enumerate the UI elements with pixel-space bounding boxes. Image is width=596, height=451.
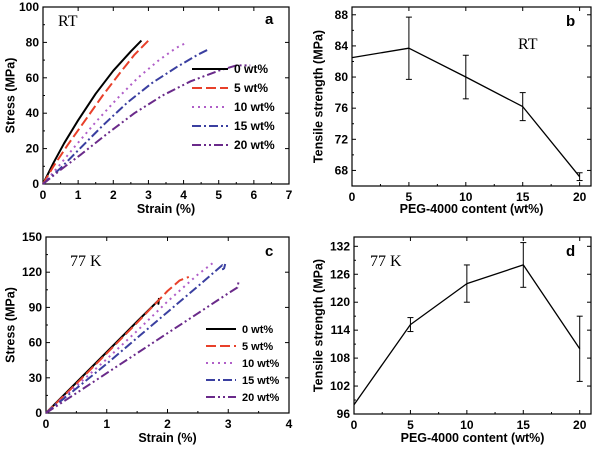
x-tick-label: 4 — [286, 417, 293, 431]
panel-letter: d — [566, 243, 575, 260]
legend-label: 15 wt% — [242, 375, 280, 387]
y-tick-label: 150 — [22, 230, 42, 244]
y-tick-label: 120 — [330, 295, 350, 309]
condition-annotation: 77 K — [370, 253, 402, 270]
y-tick-label: 60 — [26, 71, 40, 85]
y-tick-label: 40 — [26, 106, 40, 120]
y-tick-label: 132 — [330, 239, 350, 253]
series-line-0wt — [45, 297, 160, 414]
x-tick-label: 20 — [573, 418, 587, 432]
series-line-0wt — [42, 39, 143, 185]
x-axis-label: Strain (%) — [138, 431, 196, 445]
y-tick-label: 68 — [335, 163, 349, 177]
panel-d: 0 5 10 15 20 96 102 108 114 120 126 132 PEG-4000 con… — [311, 236, 592, 445]
condition-annotation: RT — [518, 36, 538, 53]
y-tick-label: 72 — [335, 132, 349, 146]
series-line-15wt — [42, 48, 209, 185]
x-tick-label: 3 — [145, 188, 152, 202]
x-tick-label: 1 — [75, 188, 82, 202]
y-tick-label: 0 — [35, 406, 42, 420]
x-axis-label: Strain (%) — [137, 202, 195, 216]
y-tick-label: 88 — [335, 8, 349, 22]
x-tick-label: 0 — [349, 190, 356, 204]
y-axis-label: Tensile strength (MPa) — [311, 30, 325, 163]
y-tick-label: 20 — [26, 142, 40, 156]
x-tick-label: 6 — [251, 188, 258, 202]
y-tick-label: 126 — [330, 267, 350, 281]
x-tick-label: 2 — [110, 188, 117, 202]
plot-frame — [42, 6, 290, 185]
plot-frame — [353, 236, 592, 415]
condition-annotation: 77 K — [70, 253, 102, 270]
panel-b: 0 5 10 15 20 68 72 76 80 84 88 PEG-4000 content (wt… — [311, 6, 592, 216]
x-tick-label: 5 — [406, 190, 413, 204]
series-line-20wt — [42, 64, 251, 185]
legend-label: 10 wt% — [242, 358, 280, 370]
legend-label: 0 wt% — [242, 324, 273, 336]
y-tick-label: 30 — [29, 371, 43, 385]
x-tick-label: 15 — [517, 418, 531, 432]
legend-label: 0 wt% — [234, 62, 268, 76]
x-tick-label: 0 — [43, 417, 50, 431]
y-tick-label: 84 — [335, 39, 349, 53]
series-line-5wt — [45, 275, 190, 414]
x-axis-label: PEG-4000 content (wt%) — [400, 202, 544, 216]
y-tick-label: 114 — [331, 323, 351, 337]
y-axis-label: Tensile strength (MPa) — [311, 259, 325, 392]
y-tick-label: 76 — [335, 101, 349, 115]
legend-label: 5 wt% — [234, 81, 268, 95]
y-tick-label: 96 — [337, 407, 351, 421]
x-tick-label: 5 — [215, 188, 222, 202]
x-tick-label: 20 — [573, 190, 587, 204]
x-tick-label: 10 — [460, 418, 474, 432]
series-line-20wt — [45, 281, 240, 414]
series-line-15wt — [45, 263, 227, 414]
plot-frame — [351, 6, 592, 187]
x-tick-label: 15 — [516, 190, 530, 204]
x-tick-label: 7 — [286, 188, 293, 202]
panel-c: 0 1 2 3 4 0 30 60 90 120 150 Strain (%) Stress (MPa)… — [3, 230, 292, 445]
legend: 0 wt% 5 wt% 10 wt% 15 wt% 20 wt% — [192, 62, 275, 152]
y-tick-label: 90 — [29, 300, 43, 314]
panel-letter: a — [265, 11, 274, 28]
x-tick-label: 0 — [351, 418, 358, 432]
legend-label: 10 wt% — [234, 100, 275, 114]
x-tick-label: 1 — [103, 417, 110, 431]
y-tick-label: 102 — [330, 379, 350, 393]
condition-annotation: RT — [58, 13, 78, 30]
y-axis-label: Stress (MPa) — [3, 287, 17, 363]
x-tick-label: 2 — [164, 417, 171, 431]
y-tick-label: 120 — [22, 265, 42, 279]
y-tick-label: 108 — [330, 351, 350, 365]
x-tick-label: 5 — [407, 418, 414, 432]
x-tick-label: 3 — [225, 417, 232, 431]
y-tick-label: 100 — [19, 0, 39, 14]
legend-label: 20 wt% — [234, 138, 275, 152]
series-line-5wt — [42, 39, 150, 185]
legend-label: 20 wt% — [242, 392, 280, 404]
legend-label: 5 wt% — [242, 341, 273, 353]
legend: 0 wt% 5 wt% 10 wt% 15 wt% 20 wt% — [206, 324, 280, 404]
y-tick-label: 80 — [26, 35, 40, 49]
series-line-10wt — [42, 41, 188, 185]
y-tick-label: 0 — [32, 177, 39, 191]
series-line-10wt — [45, 262, 214, 414]
y-tick-label: 60 — [29, 336, 43, 350]
x-tick-label: 10 — [459, 190, 473, 204]
panel-letter: b — [566, 13, 575, 30]
panel-letter: c — [265, 243, 273, 260]
y-tick-label: 80 — [335, 70, 349, 84]
x-tick-label: 4 — [180, 188, 187, 202]
panel-a: 0 1 2 3 4 5 6 7 0 20 40 60 80 100 Strain (%) Stress (MP… — [3, 0, 292, 216]
legend-label: 15 wt% — [234, 119, 275, 133]
y-axis-label: Stress (MPa) — [3, 58, 17, 134]
x-tick-label: 0 — [40, 188, 47, 202]
x-axis-label: PEG-4000 content (wt%) — [401, 431, 545, 445]
